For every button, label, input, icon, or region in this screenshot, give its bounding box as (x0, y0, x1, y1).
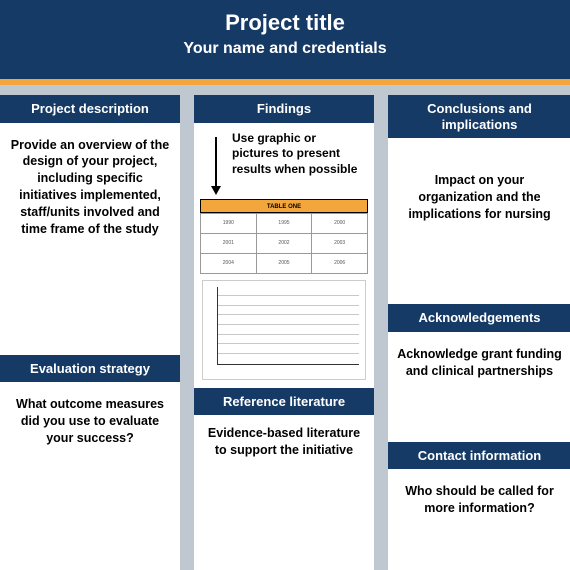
contact-info-body: Who should be called for more informatio… (388, 469, 570, 531)
findings-head: Findings (194, 95, 374, 123)
sample-bar-chart (202, 280, 366, 380)
table-cell: 2002 (256, 233, 312, 253)
column-middle: Findings Use graphic or pictures to pres… (194, 95, 374, 570)
findings-callout-row: Use graphic or pictures to present resul… (194, 123, 374, 199)
findings-callout: Use graphic or pictures to present resul… (230, 131, 366, 178)
project-description-head: Project description (0, 95, 180, 123)
table-cell: 1990 (201, 213, 257, 233)
conclusions-head: Conclusions and implications (388, 95, 570, 138)
table-cell: 2001 (201, 233, 257, 253)
poster-title: Project title (0, 10, 570, 36)
contact-info-head: Contact information (388, 442, 570, 470)
evaluation-strategy-body: What outcome measures did you use to eva… (0, 382, 180, 461)
column-right: Conclusions and implications Impact on y… (388, 95, 570, 570)
column-left: Project description Provide an overview … (0, 95, 180, 570)
poster: Project title Your name and credentials … (0, 0, 570, 570)
conclusions-body: Impact on your organization and the impl… (388, 138, 570, 304)
reference-literature-body: Evidence-based literature to support the… (194, 415, 374, 469)
table-cell: 2000 (312, 213, 368, 233)
sample-table: TABLE ONE 199019952000200120022003200420… (194, 199, 374, 274)
title-band: Project title Your name and credentials (0, 0, 570, 79)
columns: Project description Provide an overview … (0, 95, 570, 570)
acknowledgements-head: Acknowledgements (388, 304, 570, 332)
table-cell: 2004 (201, 253, 257, 273)
poster-subtitle: Your name and credentials (0, 40, 570, 58)
reference-literature-head: Reference literature (194, 388, 374, 416)
table-cell: 2003 (312, 233, 368, 253)
table-title: TABLE ONE (200, 199, 368, 213)
project-description-body: Provide an overview of the design of you… (0, 123, 180, 355)
table-cell: 2005 (256, 253, 312, 273)
accent-bar (0, 79, 570, 85)
arrow-icon (202, 131, 230, 195)
evaluation-strategy-head: Evaluation strategy (0, 355, 180, 383)
table-cell: 2006 (312, 253, 368, 273)
table-cell: 1995 (256, 213, 312, 233)
acknowledgements-body: Acknowledge grant funding and clinical p… (388, 332, 570, 442)
